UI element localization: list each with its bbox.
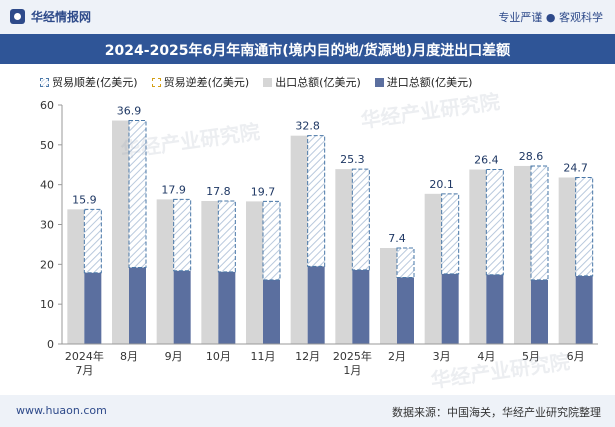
- chart-title: 2024-2025年6月年南通市(境内目的地/货源地)月度进出口差额: [104, 43, 511, 59]
- import-bar: [352, 269, 370, 344]
- y-tick-label: 20: [40, 258, 54, 271]
- chart-legend: 贸易顺差(亿美元) 贸易逆差(亿美元) 出口总额(亿美元) 进口总额(亿美元): [40, 74, 472, 90]
- x-tick-label: 2024年: [65, 349, 104, 363]
- y-tick-label: 50: [40, 139, 54, 152]
- surplus-segment: [262, 200, 281, 281]
- import-bar: [263, 279, 280, 344]
- surplus-data-label: 25.3: [340, 153, 365, 166]
- y-tick-label: 40: [40, 179, 54, 192]
- legend-swatch-import: [374, 77, 384, 87]
- legend-label-import: 进口总额(亿美元): [386, 76, 473, 89]
- x-tick-label: 5月: [522, 350, 540, 363]
- surplus-segment: [441, 193, 460, 275]
- import-bar: [218, 271, 236, 344]
- x-tick-label: 4月: [477, 350, 495, 363]
- export-bar: [156, 199, 174, 344]
- surplus-data-label: 20.1: [429, 178, 454, 191]
- export-bar: [514, 165, 531, 344]
- surplus-segment: [530, 165, 549, 281]
- legend-item-import: 进口总额(亿美元): [374, 74, 473, 90]
- footer: www.huaon.com 数据来源：中国海关，华经产业研究院整理: [0, 395, 615, 427]
- title-bar: 2024-2025年6月年南通市(境内目的地/货源地)月度进出口差额: [0, 34, 615, 64]
- export-bar: [290, 135, 308, 344]
- top-header: 华经情报网 专业严谨 ● 客观科学: [0, 0, 615, 34]
- import-bar: [173, 270, 191, 344]
- import-bar: [129, 267, 146, 344]
- import-bar: [397, 277, 414, 344]
- export-bar: [112, 120, 129, 344]
- legend-swatch-surplus: [40, 77, 49, 87]
- surplus-segment: [575, 176, 594, 277]
- x-tick-label: 11月: [251, 350, 276, 363]
- surplus-segment: [128, 120, 147, 269]
- y-tick-label: 10: [40, 298, 54, 311]
- y-tick-label: 60: [40, 99, 54, 112]
- import-bar: [307, 266, 325, 344]
- surplus-segment: [396, 247, 415, 278]
- import-bar: [486, 274, 504, 344]
- surplus-data-label: 15.9: [72, 193, 97, 206]
- legend-label-surplus: 贸易顺差(亿美元): [52, 76, 138, 89]
- brand[interactable]: 华经情报网: [10, 8, 91, 25]
- legend-swatch-export: [263, 77, 273, 87]
- surplus-data-label: 17.9: [161, 183, 186, 196]
- surplus-data-label: 17.8: [206, 185, 231, 198]
- export-bar: [469, 169, 487, 344]
- x-tick-label: 7月: [75, 364, 93, 377]
- legend-item-surplus: 贸易顺差(亿美元): [40, 74, 138, 90]
- export-bar: [201, 200, 219, 344]
- export-bar: [380, 248, 397, 344]
- import-bar: [575, 275, 593, 344]
- export-bar: [558, 177, 576, 344]
- surplus-segment: [485, 169, 504, 276]
- footer-website-link[interactable]: www.huaon.com: [16, 404, 107, 417]
- x-tick-label: 3月: [433, 350, 451, 363]
- export-bar: [335, 169, 353, 344]
- x-tick-label: 9月: [165, 350, 183, 363]
- import-bar: [531, 279, 548, 344]
- legend-label-export: 出口总额(亿美元): [275, 76, 361, 89]
- legend-item-deficit: 贸易逆差(亿美元): [151, 74, 250, 90]
- x-tick-label: 2025年: [333, 349, 372, 363]
- legend-item-export: 出口总额(亿美元): [263, 74, 361, 90]
- surplus-segment: [83, 208, 102, 274]
- surplus-data-label: 7.4: [388, 232, 406, 245]
- legend-swatch-deficit: [151, 77, 161, 87]
- surplus-segment: [173, 198, 192, 272]
- x-tick-label: 10月: [206, 350, 231, 363]
- legend-label-deficit: 贸易逆差(亿美元): [163, 76, 250, 89]
- surplus-data-label: 36.9: [117, 105, 142, 118]
- surplus-data-label: 32.8: [295, 120, 320, 133]
- surplus-segment: [351, 168, 370, 271]
- x-tick-label: 12月: [295, 350, 320, 363]
- surplus-data-label: 26.4: [474, 154, 499, 167]
- x-tick-label: 8月: [120, 350, 138, 363]
- surplus-segment: [217, 200, 236, 273]
- surplus-data-label: 28.6: [519, 150, 544, 163]
- brand-name: 华经情报网: [31, 10, 92, 24]
- slogan: 专业严谨 ● 客观科学: [498, 11, 603, 24]
- y-tick-label: 30: [40, 219, 54, 232]
- export-bar: [246, 201, 263, 344]
- footer-source: 数据来源：中国海关，华经产业研究院整理: [392, 406, 601, 419]
- x-tick-label: 1月: [343, 364, 361, 377]
- surplus-segment: [307, 135, 326, 267]
- export-bar: [424, 193, 442, 344]
- x-tick-label: 2月: [388, 350, 406, 363]
- import-bar: [441, 273, 459, 344]
- surplus-data-label: 19.7: [251, 185, 276, 198]
- export-bar: [67, 209, 85, 344]
- x-tick-label: 6月: [567, 350, 585, 363]
- y-tick-label: 0: [47, 338, 54, 351]
- brand-logo-icon: [10, 9, 25, 24]
- import-bar: [84, 272, 102, 344]
- surplus-data-label: 24.7: [563, 161, 588, 174]
